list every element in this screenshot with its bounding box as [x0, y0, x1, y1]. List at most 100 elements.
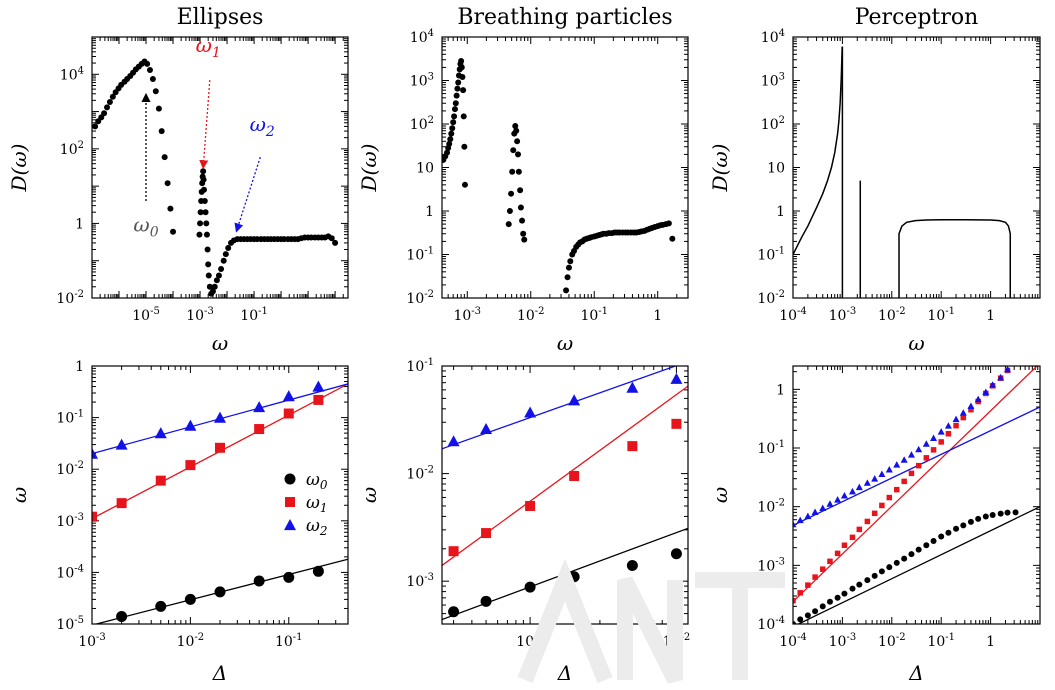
- data-point: [885, 466, 893, 473]
- data-point: [218, 265, 225, 272]
- data-point: [214, 586, 226, 598]
- data-point: [155, 105, 162, 112]
- data-point: [517, 187, 524, 194]
- data-point: [453, 92, 460, 99]
- data-point: [214, 411, 226, 423]
- data-point: [449, 125, 456, 132]
- data-point: [458, 64, 465, 71]
- series-line: [793, 46, 843, 255]
- data-point: [848, 487, 856, 495]
- data-point: [797, 616, 804, 623]
- data-point: [447, 136, 454, 143]
- data-point: [202, 209, 209, 216]
- x-tick-label: 10-4: [779, 632, 807, 650]
- data-point: [952, 415, 960, 423]
- data-point: [923, 542, 930, 549]
- data-point: [460, 113, 467, 120]
- data-point: [446, 140, 453, 147]
- y-tick-label: 10-1: [757, 439, 785, 457]
- data-point: [448, 546, 459, 557]
- y-axis-label: ω: [708, 487, 732, 503]
- data-point: [563, 287, 570, 294]
- data-point: [886, 494, 893, 501]
- data-point: [826, 598, 833, 605]
- data-point: [670, 372, 683, 384]
- data-point: [451, 113, 458, 120]
- data-point: [254, 424, 265, 435]
- data-point: [104, 104, 111, 111]
- data-point: [525, 500, 536, 511]
- data-point: [849, 534, 856, 541]
- data-point: [893, 461, 901, 468]
- y-axis-label: D(ω): [357, 144, 381, 193]
- data-point: [863, 479, 871, 486]
- data-point: [154, 427, 167, 439]
- y-axis-label: ω: [357, 487, 381, 503]
- data-point: [197, 209, 204, 216]
- data-point: [938, 533, 945, 540]
- data-point: [312, 380, 325, 392]
- data-point: [819, 603, 826, 610]
- y-tick-label: 10-2: [757, 498, 785, 516]
- data-point: [106, 99, 113, 106]
- y-axis-label: ω: [7, 487, 31, 503]
- data-point: [864, 577, 871, 584]
- data-point: [222, 251, 229, 258]
- data-point: [200, 186, 207, 193]
- y-tick-label: 10-2: [406, 289, 434, 307]
- data-point: [313, 394, 324, 405]
- data-point: [444, 149, 451, 156]
- y-tick-label: 102: [761, 115, 785, 133]
- data-point: [893, 559, 900, 566]
- data-point: [568, 571, 580, 583]
- data-point: [116, 610, 128, 622]
- data-point: [871, 572, 878, 579]
- data-point: [900, 456, 908, 463]
- axes-frame: [792, 365, 1041, 625]
- plot-area: [92, 58, 339, 297]
- data-point: [209, 288, 216, 295]
- y-tick-label: 10-1: [56, 409, 84, 427]
- data-point: [184, 419, 197, 431]
- series-line: [898, 218, 1012, 298]
- x-axis-label: ω: [908, 331, 924, 355]
- data-point: [856, 526, 863, 533]
- y-tick-label: 10-3: [56, 512, 84, 530]
- data-point: [826, 500, 834, 507]
- y-tick-label: 1: [75, 359, 84, 375]
- data-point: [284, 519, 296, 531]
- data-point: [517, 204, 524, 211]
- data-point: [811, 508, 819, 516]
- x-tick-label: 10-1: [275, 632, 303, 650]
- data-point: [915, 546, 922, 553]
- data-point: [196, 231, 203, 238]
- data-point: [960, 522, 967, 529]
- data-point: [206, 283, 213, 290]
- x-tick-label: 10-3: [453, 306, 481, 324]
- data-point: [569, 470, 580, 481]
- panel-title: Ellipses: [177, 5, 264, 30]
- axes-frame: [91, 36, 349, 299]
- data-point: [793, 520, 797, 528]
- plot-area: [442, 366, 688, 621]
- y-tick-label: 104: [60, 65, 84, 83]
- data-point: [975, 515, 982, 522]
- data-point: [564, 274, 571, 281]
- y-axis-label: D(ω): [7, 144, 31, 193]
- data-point: [997, 510, 1004, 517]
- fit-line: [797, 506, 1040, 624]
- plot-area: [793, 46, 1012, 298]
- data-point: [665, 220, 672, 227]
- data-point: [282, 390, 295, 402]
- data-point: [215, 442, 225, 453]
- data-point: [447, 435, 460, 447]
- data-point: [283, 408, 294, 419]
- plot-area: [442, 58, 676, 294]
- fit-line: [442, 527, 688, 621]
- x-axis-label: Δ: [557, 661, 572, 685]
- data-point: [804, 612, 811, 619]
- data-point: [901, 555, 908, 562]
- plot-area: [92, 380, 348, 624]
- axes-frame: [441, 36, 689, 299]
